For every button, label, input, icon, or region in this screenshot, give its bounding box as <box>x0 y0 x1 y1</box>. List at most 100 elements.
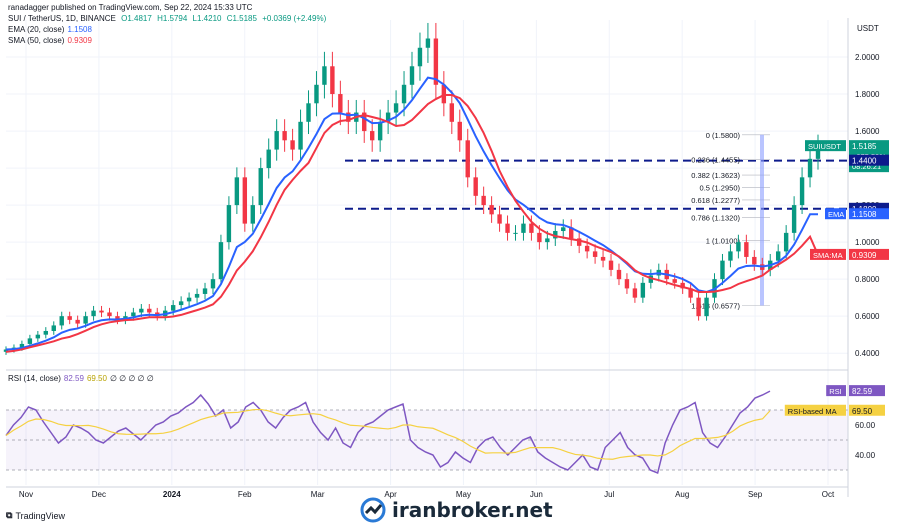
time-tick-label: Mar <box>311 490 325 499</box>
candle-body <box>242 177 248 224</box>
candle-body <box>338 94 343 113</box>
price-tag-name-bg <box>805 140 846 152</box>
price-tick-label: 0.4000 <box>855 349 880 358</box>
candle-body <box>640 282 646 298</box>
candle-body <box>401 84 407 104</box>
price-tag-value: 1.1508 <box>852 210 877 219</box>
candle-body <box>592 251 598 257</box>
candle-body <box>513 232 518 234</box>
candle-body <box>266 149 271 169</box>
price-tag-value-bg <box>849 248 889 260</box>
time-tick-label: Feb <box>238 490 252 499</box>
candle-body <box>377 121 383 141</box>
ohlc-close: C1.5185 <box>226 14 257 23</box>
candle-body <box>632 288 638 298</box>
fib-levels: 0 (1.5800) 0.236 (1.4455) 0.382 (1.3623) 0.… <box>691 131 770 310</box>
candle-body <box>282 131 287 141</box>
candles <box>3 22 821 355</box>
candle-body <box>449 103 455 122</box>
rsi-tick-label: 40.00 <box>855 451 876 460</box>
candle-body <box>290 140 295 150</box>
candle-body <box>481 195 486 206</box>
candle-body <box>35 334 41 339</box>
rsi-tag-value-bg <box>849 404 885 416</box>
candle-body <box>27 338 33 344</box>
candle-body <box>83 316 88 324</box>
price-tick-label: 1.8000 <box>855 90 880 99</box>
candle-body <box>576 238 582 246</box>
candle-body <box>425 38 431 48</box>
rsi-tag-value-bg <box>849 385 885 397</box>
candle-body <box>672 279 677 283</box>
price-tag-name-bg <box>825 208 846 220</box>
price-tag-value: 1.4400 <box>852 157 877 166</box>
price-tick-label: 0.6000 <box>855 312 880 321</box>
candle-body <box>99 310 104 313</box>
rsi-tag-value: 82.59 <box>852 387 873 396</box>
candle-body <box>51 325 56 331</box>
candle-body <box>147 308 152 313</box>
sma-line <box>5 94 819 353</box>
candle-body <box>218 242 224 280</box>
fib-label: 0.618 (1.2277) <box>691 196 740 205</box>
candle-body <box>489 205 494 215</box>
tradingview-logo: ⧉ TradingView <box>6 510 65 521</box>
fib-label: 0.786 (1.1320) <box>691 214 740 223</box>
candle-body <box>178 301 184 306</box>
time-tick-label: Sep <box>748 490 763 499</box>
ohlc-change: +0.0369 (+2.49%) <box>262 14 327 23</box>
ohlc-open: O1.4817 <box>121 14 152 23</box>
candle-body <box>210 279 216 289</box>
candle-body <box>250 205 255 224</box>
time-tick-label: Jun <box>530 490 543 499</box>
time-tick-label: Nov <box>19 490 33 499</box>
price-tag-name: EMA <box>828 210 844 219</box>
candle-body <box>720 260 725 280</box>
candle-body <box>417 47 423 67</box>
candle-body <box>131 312 136 317</box>
price-labels: SUIUSDT1.5185+275.59%08:26:211.44001.180… <box>784 140 889 416</box>
time-tick-label: Oct <box>822 490 835 499</box>
price-tag-value: 0.9309 <box>852 251 877 260</box>
candle-body <box>362 112 367 132</box>
candle-body <box>91 310 96 317</box>
price-tag-name: SMA:MA <box>813 251 843 260</box>
ohlc-high: H1.5794 <box>157 14 188 23</box>
price-tag-name-bg <box>810 248 846 260</box>
fib-label: 0.5 (1.2950) <box>700 184 741 193</box>
moving-averages <box>5 76 819 353</box>
grid <box>6 20 848 485</box>
candle-body <box>752 256 757 265</box>
candle-body <box>775 251 781 261</box>
time-tick-label: Apr <box>384 490 397 499</box>
fib-label: 0.236 (1.4455) <box>691 156 740 165</box>
time-tick-label: Jul <box>604 490 614 499</box>
candle-body <box>202 288 208 294</box>
time-tick-label: Aug <box>675 490 689 499</box>
candle-body <box>783 232 789 252</box>
price-tag-value: 1.5185 <box>852 142 877 151</box>
candle-body <box>441 84 447 104</box>
candle-body <box>385 112 391 122</box>
watermark: iranbroker.net <box>360 497 553 523</box>
candle-body <box>529 223 534 233</box>
candle-body <box>561 227 566 232</box>
candle-body <box>115 316 120 320</box>
rsi-tag-name-bg <box>784 404 846 416</box>
symbol-line: SUI / TetherUS, 1D, BINANCE O1.4817 H1.5… <box>8 14 329 23</box>
candle-body <box>226 205 232 243</box>
candle-body <box>409 66 415 85</box>
candle-body <box>186 297 192 302</box>
candle-body <box>704 297 709 317</box>
candle-body <box>680 282 685 289</box>
candle-body <box>433 38 439 85</box>
rsi-tag-name: RSI <box>829 387 842 396</box>
candle-body <box>346 112 351 122</box>
candle-body <box>274 131 279 150</box>
fib-label: 0.382 (1.3623) <box>691 171 740 180</box>
candle-body <box>194 293 200 298</box>
candle-body <box>465 140 470 178</box>
candle-body <box>107 312 112 317</box>
candle-body <box>43 330 49 335</box>
candle-body <box>799 177 805 206</box>
